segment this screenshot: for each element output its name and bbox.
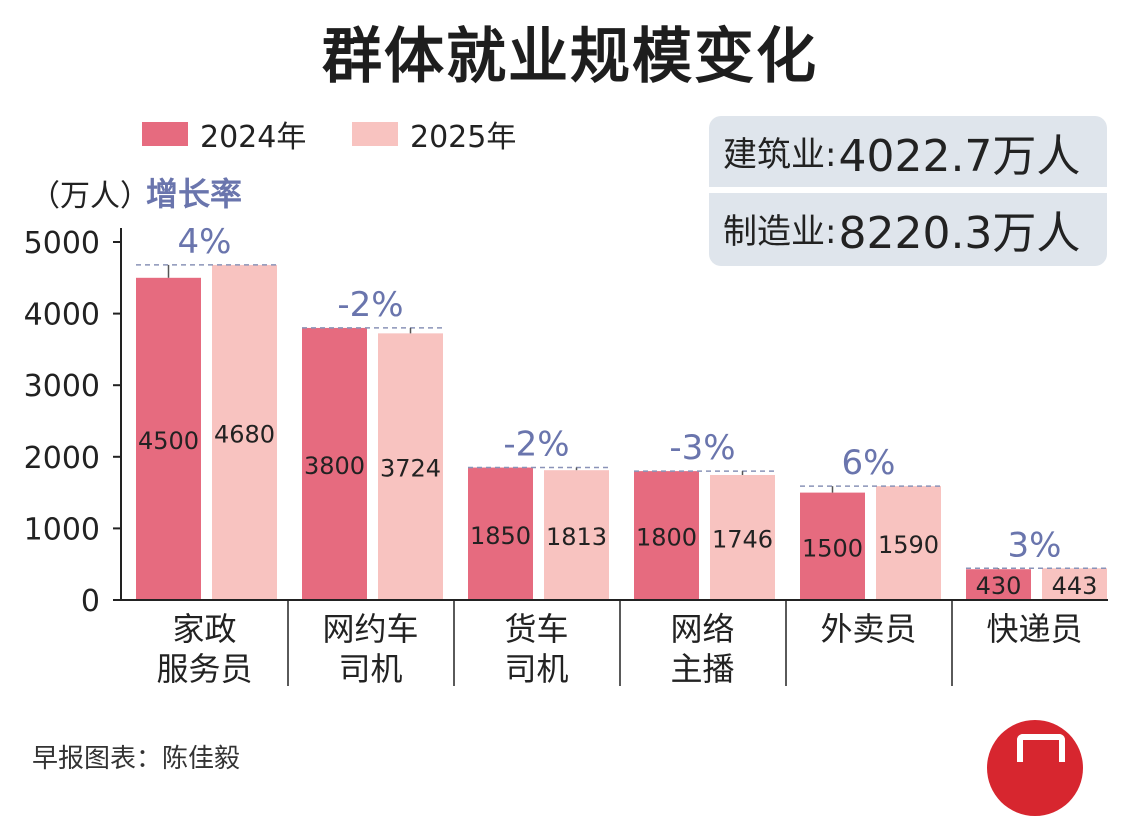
y-tick-label: 1000 bbox=[24, 512, 100, 547]
data-label-2024: 4500 bbox=[138, 427, 199, 455]
data-label-2024: 3800 bbox=[304, 452, 365, 480]
y-axis-label: （万人） bbox=[30, 179, 150, 214]
category-label: 网络 bbox=[670, 610, 734, 648]
info-value-manufacturing: 8220.3万人 bbox=[838, 207, 1081, 259]
y-tick-label: 0 bbox=[81, 584, 100, 619]
industry-info-box: 建筑业: 4022.7万人 制造业: 8220.3万人 bbox=[709, 116, 1107, 266]
data-label-2024: 1850 bbox=[470, 522, 531, 550]
category-label: 服务员 bbox=[156, 650, 252, 688]
growth-rate-value: 4% bbox=[178, 222, 232, 262]
category-label: 司机 bbox=[338, 650, 402, 688]
info-value-construction: 4022.7万人 bbox=[838, 130, 1081, 182]
legend-swatch-2024 bbox=[142, 122, 188, 146]
bar-2025 bbox=[1042, 568, 1107, 600]
info-row-construction: 建筑业: 4022.7万人 bbox=[709, 116, 1107, 187]
bar-chart: 0 1000 2000 3000 4000 5000 （万人）增长率 4500 4680 4% 家政… bbox=[24, 175, 1108, 688]
footer-credit: 早报图表：陈佳毅 bbox=[32, 744, 241, 774]
bar-2025 bbox=[544, 470, 609, 600]
data-label-2025: 443 bbox=[1052, 572, 1098, 600]
info-name-construction: 建筑业: bbox=[723, 135, 837, 175]
category-label: 货车 bbox=[504, 610, 568, 648]
legend-label-2024: 2024年 bbox=[200, 120, 307, 155]
data-label-2024: 1500 bbox=[802, 534, 863, 562]
y-tick-label: 5000 bbox=[24, 226, 100, 261]
growth-rate-value: -2% bbox=[337, 285, 403, 325]
bar-2025 bbox=[212, 264, 277, 600]
data-label-2025: 4680 bbox=[214, 420, 275, 448]
growth-rate-value: -2% bbox=[503, 425, 569, 465]
y-tick-label: 2000 bbox=[24, 441, 100, 476]
bar-2024 bbox=[136, 277, 201, 600]
y-tick-label: 3000 bbox=[24, 369, 100, 404]
info-name-manufacturing: 制造业: bbox=[723, 212, 837, 252]
bar-2025 bbox=[378, 333, 443, 600]
y-tick-label: 4000 bbox=[24, 298, 100, 333]
data-label-2024: 430 bbox=[976, 572, 1022, 600]
bar-2024 bbox=[468, 467, 533, 600]
bar-2025 bbox=[876, 486, 941, 600]
legend-swatch-2025 bbox=[352, 122, 398, 146]
category-label: 司机 bbox=[504, 650, 568, 688]
category-label: 家政 bbox=[172, 610, 236, 648]
bar-2025 bbox=[710, 474, 775, 600]
legend-item-2025: 2025年 bbox=[352, 116, 516, 155]
data-label-2025: 3724 bbox=[380, 455, 441, 483]
category-label: 外卖员 bbox=[820, 610, 916, 648]
info-row-manufacturing: 制造业: 8220.3万人 bbox=[709, 193, 1107, 264]
data-label-2024: 1800 bbox=[636, 524, 697, 552]
bar-2024 bbox=[800, 492, 865, 600]
legend-label-2025: 2025年 bbox=[410, 120, 517, 155]
bar-2024 bbox=[966, 569, 1031, 600]
data-label-2025: 1590 bbox=[878, 531, 939, 559]
data-label-2025: 1746 bbox=[712, 525, 773, 553]
category-label: 网约车 bbox=[322, 610, 418, 648]
growth-rate-value: 6% bbox=[842, 443, 896, 483]
chart-title: 群体就业规模变化 bbox=[322, 22, 818, 92]
category-label: 主播 bbox=[670, 650, 734, 688]
category-label: 快递员 bbox=[986, 610, 1082, 648]
growth-rate-value: -3% bbox=[669, 428, 735, 468]
bar-2024 bbox=[634, 471, 699, 600]
newspaper-logo-icon bbox=[987, 720, 1083, 816]
growth-rate-value: 3% bbox=[1008, 525, 1062, 565]
info-divider bbox=[709, 187, 1107, 193]
legend-item-2024: 2024年 bbox=[142, 116, 306, 155]
growth-rate-label: 增长率 bbox=[146, 175, 242, 213]
data-label-2025: 1813 bbox=[546, 523, 607, 551]
bar-2024 bbox=[302, 327, 367, 600]
